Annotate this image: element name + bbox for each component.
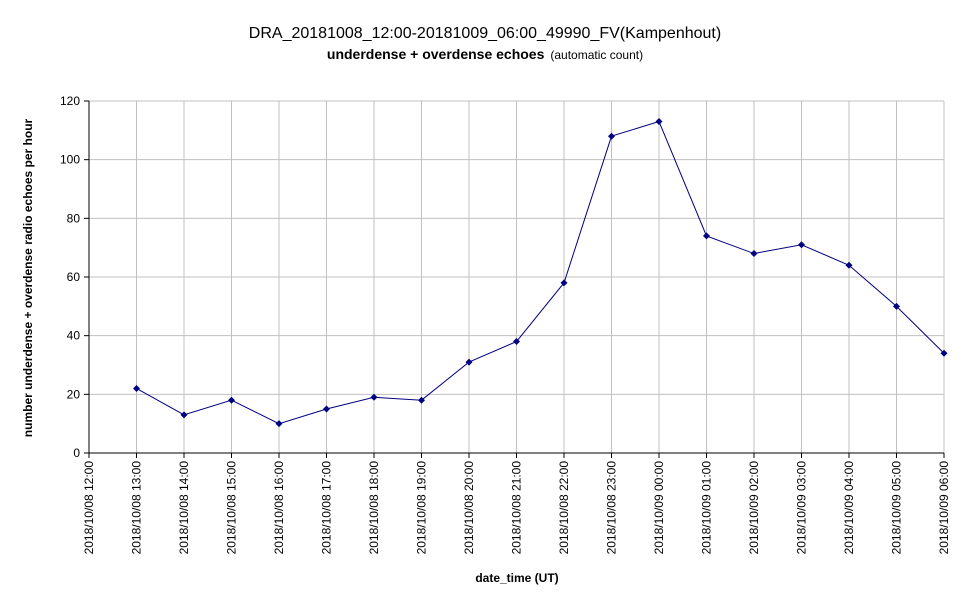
data-point — [133, 384, 140, 392]
x-tick-label: 2018/10/08 15:00 — [225, 461, 239, 555]
x-tick-label: 2018/10/08 23:00 — [605, 461, 619, 555]
data-point — [418, 396, 425, 404]
y-tick-label: 20 — [67, 387, 81, 401]
x-tick-label: 2018/10/08 19:00 — [415, 461, 429, 555]
data-point — [608, 132, 615, 140]
x-tick-label: 2018/10/09 01:00 — [700, 461, 714, 555]
y-tick-label: 40 — [67, 329, 81, 343]
plot-area: 0 20 40 60 80 100 120 2018/10/08 12:00 2018/10/0… — [60, 94, 951, 554]
data-point — [323, 405, 330, 413]
series-line — [136, 120, 945, 425]
x-tick-label: 2018/10/09 03:00 — [795, 461, 809, 555]
data-point — [750, 250, 758, 258]
x-tick-label: 2018/10/09 02:00 — [747, 461, 761, 555]
data-point — [275, 420, 283, 428]
data-point — [560, 279, 568, 287]
x-axis-title: date_time (UT) — [475, 571, 558, 585]
data-point — [798, 241, 805, 249]
y-tick-label: 120 — [60, 94, 80, 108]
data-point — [513, 338, 520, 346]
data-point — [845, 261, 853, 269]
x-tick-label: 2018/10/09 05:00 — [890, 461, 904, 555]
x-tick-label: 2018/10/08 12:00 — [82, 461, 96, 555]
y-tick-label: 60 — [67, 270, 81, 284]
data-point — [655, 118, 663, 126]
x-tick-label: 2018/10/09 06:00 — [937, 461, 951, 555]
data-point — [940, 349, 948, 357]
y-tick-label: 100 — [60, 153, 80, 167]
x-tick-label: 2018/10/08 22:00 — [557, 461, 571, 555]
data-point — [893, 302, 900, 310]
x-tick-label: 2018/10/08 14:00 — [177, 461, 191, 555]
x-tick-label: 2018/10/08 21:00 — [510, 461, 524, 555]
data-point — [228, 396, 235, 404]
y-axis-title: number underdense + overdense radio echo… — [21, 118, 35, 437]
x-tick-label: 2018/10/09 00:00 — [652, 461, 666, 555]
data-point — [370, 393, 378, 401]
x-tick-label: 2018/10/08 13:00 — [130, 461, 144, 555]
x-tick-label: 2018/10/09 04:00 — [842, 461, 856, 555]
x-tick-label: 2018/10/08 16:00 — [272, 461, 286, 555]
data-point — [180, 411, 188, 419]
y-tick-label: 80 — [67, 211, 81, 225]
chart-title: DRA_20181008_12:00-20181009_06:00_49990_… — [249, 25, 721, 42]
chart-subtitle-note: (automatic count) — [550, 48, 643, 62]
chart-subtitle: underdense + overdense echoes (automatic … — [327, 46, 643, 62]
y-tick-label: 0 — [73, 446, 80, 460]
chart-subtitle-main: underdense + overdense echoes — [327, 46, 545, 62]
x-tick-label: 2018/10/08 20:00 — [462, 461, 476, 555]
x-tick-label: 2018/10/08 18:00 — [367, 461, 381, 555]
x-tick-label: 2018/10/08 17:00 — [320, 461, 334, 555]
data-point — [703, 232, 710, 240]
data-point — [465, 358, 473, 366]
